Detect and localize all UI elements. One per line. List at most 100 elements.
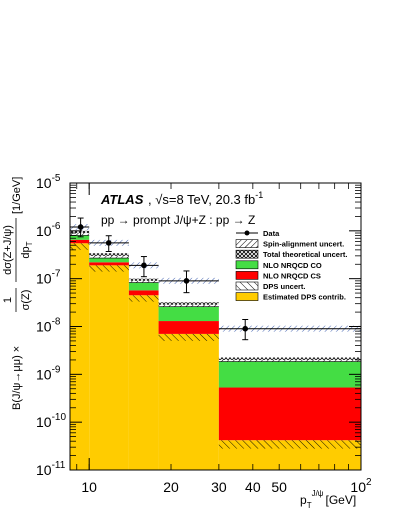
x-tick-label-4: 50 [271,479,287,495]
bar-co-2 [128,282,159,291]
bar-dps-3 [158,333,219,470]
y-frac1-num: 1 [2,297,14,303]
legend: Data Spin-alignment uncert.Total theoreti… [235,229,347,302]
data-point-0 [70,217,90,238]
y-frac2-num: dσ(Z+J/ψ) [2,225,14,275]
bar-cs-0 [70,239,90,244]
legend-label-data: Data [263,229,280,238]
y-tick-mant-1: 10 [36,414,52,430]
x-tick-exp-5: 2 [366,477,372,488]
legend-swatch-dps [235,292,259,301]
legend-label-cs: NLO NRQCD CS [263,271,321,280]
x-tick-label-5: 102 [350,477,372,495]
legend-entry-data: Data [236,229,280,238]
legend-entry-dps: Estimated DPS contrib. [235,292,346,302]
y-tick-label-3: 10-8 [36,317,61,335]
y-tick-exp-5: -6 [52,221,61,232]
legend-swatch-total [235,249,259,259]
band-spin-1 [89,255,129,259]
atlas-label: ATLAS [100,192,144,207]
y-tick-label-4: 10-7 [36,269,61,287]
y-tick-exp-0: -11 [52,460,66,471]
band-total-0 [70,230,90,234]
y-tick-mant-5: 10 [36,223,52,239]
band-total-3 [158,302,219,305]
legend-label-spin: Spin-alignment uncert. [263,240,344,249]
band-total-2 [128,278,159,281]
band-total-1 [89,253,129,256]
legend-swatch-cs [235,271,259,280]
x-tick-main-5: 10 [350,479,366,495]
bar-cs-2 [128,290,159,296]
y-tick-label-5: 10-6 [36,221,61,239]
legend-data-marker [244,230,250,236]
x-tick-label-0: 10 [81,479,97,495]
band-dps-unc-4 [218,440,361,449]
data-point-3 [158,270,219,294]
y-tick-exp-6: -5 [52,173,61,184]
bar-co-0 [70,235,90,240]
y-axis-prefix: B(J/ψ→μμ) × [11,346,23,410]
band-spin-3 [158,304,219,307]
legend-label-dps: Estimated DPS contrib. [263,293,346,302]
legend-label-dpsunc: DPS uncert. [263,282,306,291]
bar-co-3 [158,306,219,322]
data-marker-4 [242,325,249,332]
y-tick-mant-3: 10 [36,319,52,335]
band-dps-unc-3 [158,333,219,341]
y-frac2-den: dpT [20,241,34,258]
band-spin-0 [70,233,90,236]
y-tick-label-1: 10-10 [36,412,66,430]
data-marker-1 [105,240,112,246]
bar-dps-0 [70,243,90,470]
data-point-2 [128,256,159,278]
data-marker-2 [141,262,147,269]
data-points [70,217,361,341]
y-tick-label-6: 10-5 [36,173,61,191]
y-axis-unit: [1/GeV] [11,177,23,214]
data-marker-0 [77,224,84,230]
y-tick-exp-3: -8 [52,317,61,328]
x-tick-main-0: 10 [81,479,97,495]
y-tick-mant-2: 10 [36,366,52,382]
x-tick-label-3: 40 [245,479,261,495]
band-spin-4 [218,359,361,362]
legend-swatch-spin [235,239,259,248]
legend-entry-total: Total theoretical uncert. [235,249,347,259]
legend-entry-co: NLO NRQCD CO [235,260,322,270]
x-tick-main-2: 30 [211,479,227,495]
x-tick-label-2: 30 [211,479,227,495]
y-tick-exp-1: -10 [52,412,67,423]
data-marker-3 [183,278,190,284]
bar-dps-2 [128,295,159,470]
legend-label-total: Total theoretical uncert. [263,250,347,259]
band-dps-unc-0 [70,243,90,250]
bar-cs-1 [89,262,129,266]
y-axis-label: B(J/ψ→μμ) × 1 σ(Z) dσ(Z+J/ψ) dpT [1/GeV] [2,177,34,410]
x-axis-label: pTJ/ψ [GeV] [300,489,356,510]
histogram-bars [70,230,361,470]
legend-swatch-dpsunc [235,281,259,291]
y-tick-label-2: 10-9 [36,364,61,382]
data-point-1 [89,235,129,252]
y-tick-mant-4: 10 [36,271,52,287]
y-tick-exp-2: -9 [52,364,61,375]
x-tick-label-1: 20 [163,479,179,495]
data-point-4 [218,319,361,341]
x-tick-main-4: 50 [271,479,287,495]
lumi-exponent: -1 [255,190,263,200]
bar-co-4 [218,361,361,388]
band-spin-2 [128,280,159,283]
legend-entry-spin: Spin-alignment uncert. [235,239,344,249]
y-tick-label-0: 10-11 [36,460,66,478]
legend-label-co: NLO NRQCD CO [263,261,322,270]
y-tick-exp-4: -7 [52,269,61,280]
legend-entry-dpsunc: DPS uncert. [235,281,306,291]
x-tick-main-1: 20 [163,479,179,495]
bar-cs-3 [158,321,219,334]
legend-entry-cs: NLO NRQCD CS [235,271,321,280]
legend-swatch-co [235,260,259,270]
bar-cs-4 [218,387,361,441]
